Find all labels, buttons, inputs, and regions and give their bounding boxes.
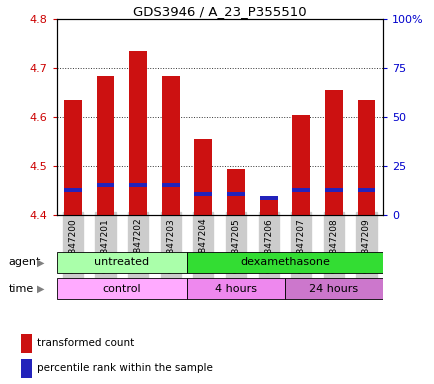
Bar <box>292 115 309 215</box>
Bar <box>194 139 212 215</box>
Bar <box>64 188 82 192</box>
Text: 4 hours: 4 hours <box>214 284 256 294</box>
Text: time: time <box>9 284 34 294</box>
Bar <box>259 197 277 215</box>
Bar <box>194 192 212 196</box>
Bar <box>96 76 114 215</box>
Bar <box>324 90 342 215</box>
Text: ▶: ▶ <box>37 257 44 267</box>
Bar <box>64 100 82 215</box>
Bar <box>259 196 277 200</box>
Bar <box>129 183 147 187</box>
Bar <box>324 188 342 192</box>
Title: GDS3946 / A_23_P355510: GDS3946 / A_23_P355510 <box>132 5 306 18</box>
Text: transformed count: transformed count <box>37 338 134 348</box>
Bar <box>357 100 375 215</box>
Text: untreated: untreated <box>94 257 149 267</box>
Bar <box>161 183 179 187</box>
Bar <box>161 76 179 215</box>
Bar <box>227 192 244 196</box>
Bar <box>357 188 375 192</box>
Text: 24 hours: 24 hours <box>309 284 358 294</box>
Bar <box>284 278 382 300</box>
Text: dexamethasone: dexamethasone <box>240 257 329 267</box>
Bar <box>187 278 284 300</box>
Bar <box>56 252 187 273</box>
Text: control: control <box>102 284 141 294</box>
Bar <box>56 278 187 300</box>
Bar <box>187 252 382 273</box>
Bar <box>227 169 244 215</box>
Bar <box>21 359 32 378</box>
Bar <box>21 334 32 353</box>
Bar <box>96 183 114 187</box>
Bar <box>292 188 309 192</box>
Text: agent: agent <box>9 257 41 267</box>
Text: ▶: ▶ <box>37 284 44 294</box>
Text: percentile rank within the sample: percentile rank within the sample <box>37 363 213 373</box>
Bar <box>129 51 147 215</box>
